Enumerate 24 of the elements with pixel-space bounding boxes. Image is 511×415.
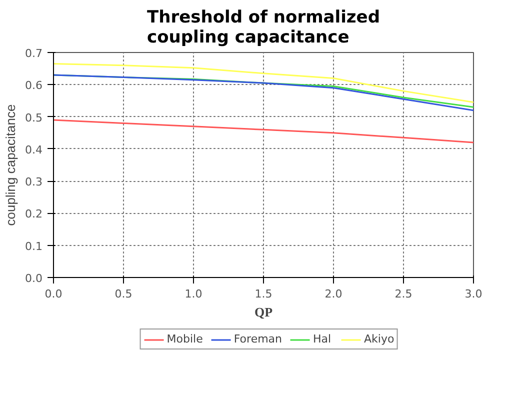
- y-tick-label: 0.0: [25, 272, 43, 285]
- x-axis-title: QP: [254, 304, 273, 320]
- legend-label: Akiyo: [364, 332, 394, 346]
- y-tick-label: 0.2: [25, 208, 43, 221]
- y-tick-label: 0.7: [25, 47, 43, 60]
- x-tick-label: 0.0: [44, 288, 62, 300]
- x-tick-label: 1.5: [254, 288, 272, 300]
- x-tick-label: 2.0: [324, 288, 342, 300]
- x-tick-label: 0.5: [114, 288, 132, 300]
- y-tick-label: 0.5: [25, 111, 43, 124]
- y-tick-label: 0.1: [25, 240, 43, 253]
- legend-label: Mobile: [166, 332, 203, 346]
- chart-title: Threshold of normalized coupling capacitance: [146, 8, 380, 48]
- y-tick-label: 0.6: [25, 79, 43, 92]
- x-tick-label: 3.0: [464, 288, 482, 300]
- y-axis-title: coupling capacitance: [3, 104, 18, 226]
- y-tick-label: 0.3: [25, 176, 43, 189]
- x-tick-label: 2.5: [394, 288, 412, 300]
- y-tick-label: 0.4: [25, 143, 43, 156]
- legend-label: Foreman: [234, 332, 282, 346]
- line-series: [54, 119, 474, 144]
- x-tick-label: 1.0: [184, 288, 202, 300]
- line-series: [54, 63, 474, 104]
- legend-label: Hal: [313, 332, 332, 346]
